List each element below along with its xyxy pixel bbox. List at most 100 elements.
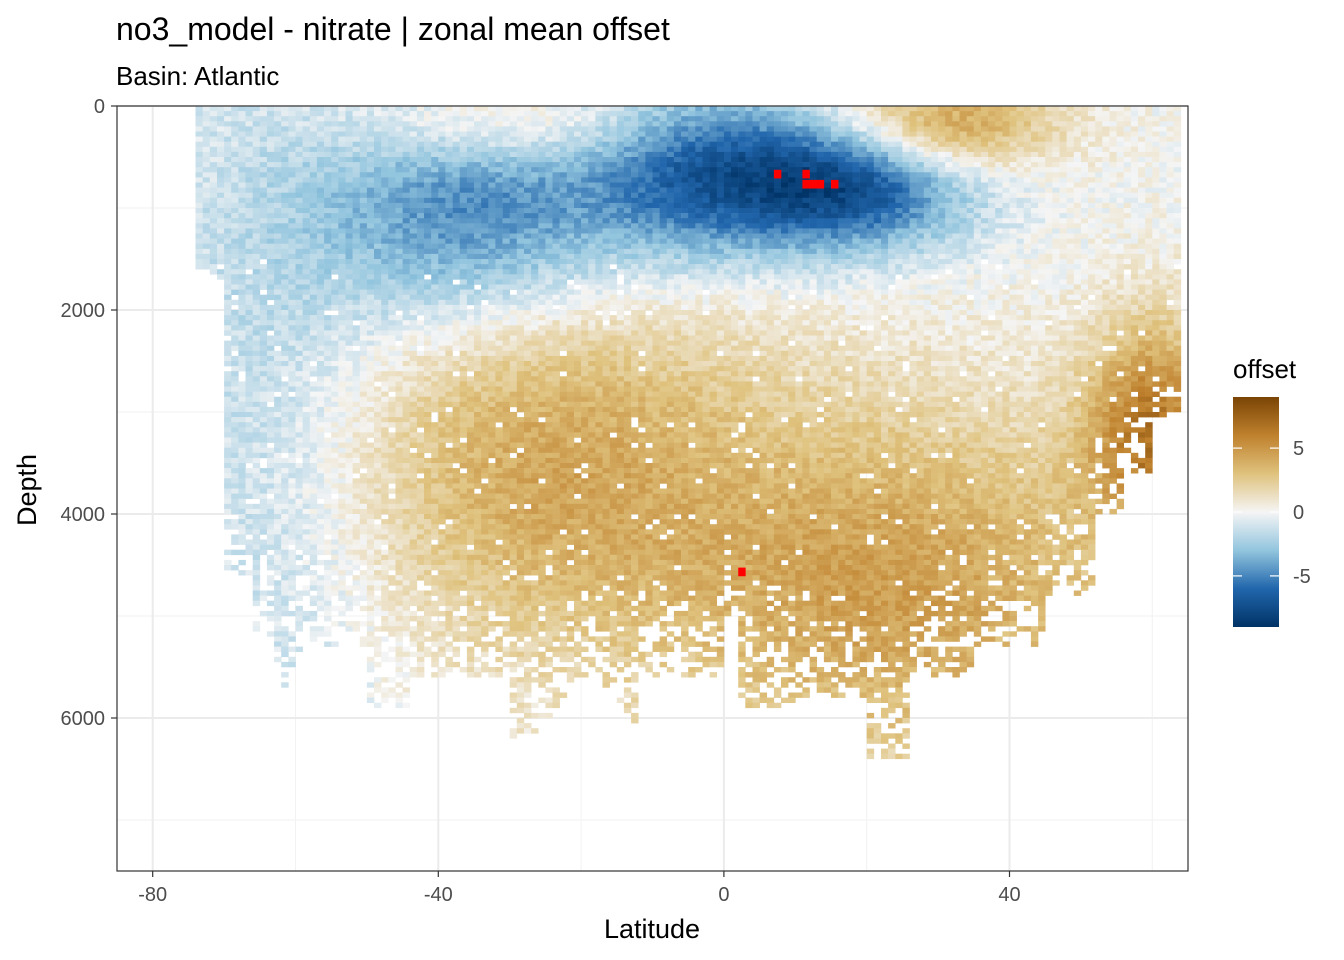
heatmap-cell (459, 274, 468, 280)
heatmap-cell (324, 248, 332, 255)
heatmap-cell (402, 488, 411, 494)
heatmap-cell (545, 355, 553, 362)
heatmap-cell (488, 580, 496, 586)
heatmap-cell (452, 197, 461, 204)
heatmap-cell (538, 442, 546, 448)
heatmap-cell (481, 162, 489, 168)
heatmap-cell (366, 320, 375, 326)
heatmap-cell (438, 437, 446, 443)
heatmap-cell (424, 279, 432, 285)
heatmap-cell (552, 167, 560, 173)
heatmap-cell (502, 345, 511, 352)
heatmap-cell (295, 310, 303, 316)
heatmap-cell (238, 182, 246, 188)
heatmap-cell (452, 335, 461, 341)
heatmap-cell (409, 437, 418, 443)
heatmap-cell (309, 315, 318, 321)
heatmap-cell (195, 172, 203, 178)
heatmap-cell (374, 223, 382, 229)
heatmap-cell (352, 554, 361, 561)
heatmap-cell (359, 493, 368, 499)
heatmap-cell (345, 570, 353, 576)
heatmap-cell (388, 335, 396, 341)
heatmap-cell (238, 361, 246, 367)
heatmap-cell (531, 259, 539, 265)
heatmap-cell (288, 345, 296, 352)
heatmap-cell (209, 192, 218, 199)
heatmap-cell (545, 600, 553, 607)
heatmap-cell (345, 310, 353, 316)
heatmap-cell (359, 361, 368, 367)
heatmap-cell (274, 146, 282, 153)
heatmap-cell (395, 626, 403, 632)
heatmap-cell (538, 136, 546, 142)
heatmap-cell (259, 366, 268, 372)
heatmap-cell (331, 565, 339, 571)
heatmap-cell (431, 350, 439, 357)
heatmap-cell (538, 565, 546, 571)
heatmap-cell (366, 126, 375, 132)
heatmap-cell (488, 233, 496, 239)
heatmap-cell (266, 366, 275, 372)
heatmap-cell (524, 187, 532, 193)
heatmap-cell (395, 463, 403, 469)
heatmap-cell (395, 437, 403, 443)
heatmap-cell (531, 136, 539, 142)
heatmap-cell (331, 519, 339, 525)
heatmap-cell (288, 340, 296, 346)
heatmap-cell (331, 304, 339, 311)
heatmap-cell (252, 274, 261, 280)
heatmap-cell (424, 299, 432, 306)
heatmap-cell (395, 106, 403, 112)
heatmap-cell (238, 401, 246, 408)
heatmap-cell (331, 264, 339, 270)
heatmap-cell (302, 106, 311, 112)
heatmap-cell (366, 146, 375, 153)
heatmap-cell (552, 636, 560, 642)
heatmap-cell (209, 116, 218, 122)
heatmap-cell (202, 243, 211, 250)
heatmap-cell (524, 381, 532, 387)
heatmap-cell (531, 320, 539, 326)
heatmap-cell (274, 361, 282, 367)
heatmap-cell (502, 253, 511, 260)
heatmap-cell (466, 330, 475, 336)
heatmap-cell (524, 192, 532, 199)
heatmap-cell (288, 274, 296, 280)
heatmap-cell (374, 626, 382, 632)
heatmap-cell (374, 172, 382, 178)
heatmap-cell (488, 672, 496, 678)
heatmap-cell (324, 595, 332, 601)
heatmap-cell (331, 208, 339, 214)
heatmap-cell (345, 213, 353, 219)
heatmap-cell (366, 539, 375, 545)
heatmap-cell (388, 116, 396, 122)
heatmap-cell (395, 238, 403, 244)
heatmap-cell (416, 366, 425, 372)
heatmap-cell (509, 473, 518, 479)
heatmap-cell (274, 463, 282, 469)
heatmap-cell (452, 187, 461, 193)
heatmap-cell (395, 641, 403, 647)
heatmap-cell (409, 498, 418, 505)
heatmap-cell (474, 355, 482, 362)
heatmap-cell (252, 447, 261, 454)
heatmap-cell (302, 243, 311, 250)
heatmap-cell (466, 636, 475, 642)
heatmap-cell (445, 493, 453, 499)
heatmap-cell (402, 172, 411, 178)
heatmap-cell (366, 534, 375, 540)
heatmap-cell (488, 605, 496, 612)
heatmap-cell (288, 279, 296, 285)
heatmap-cell (481, 483, 489, 489)
heatmap-cell (552, 646, 560, 652)
heatmap-cell (424, 381, 432, 387)
heatmap-cell (259, 248, 268, 255)
heatmap-cell (217, 172, 225, 178)
heatmap-cell (288, 187, 296, 193)
heatmap-cell (452, 274, 461, 280)
heatmap-cell (431, 514, 439, 520)
heatmap-cell (345, 157, 353, 163)
heatmap-cell (545, 279, 553, 285)
heatmap-cell (409, 442, 418, 448)
